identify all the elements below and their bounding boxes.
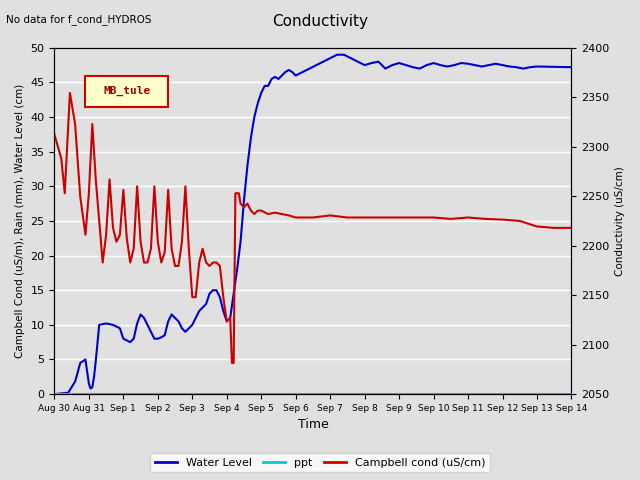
Text: Conductivity: Conductivity	[272, 14, 368, 29]
Y-axis label: Conductivity (uS/cm): Conductivity (uS/cm)	[615, 166, 625, 276]
X-axis label: Time: Time	[298, 419, 328, 432]
FancyBboxPatch shape	[85, 75, 168, 107]
Legend: Water Level, ppt, Campbell cond (uS/cm): Water Level, ppt, Campbell cond (uS/cm)	[150, 453, 490, 472]
Y-axis label: Campbell Cond (uS/m), Rain (mm), Water Level (cm): Campbell Cond (uS/m), Rain (mm), Water L…	[15, 84, 25, 358]
Text: MB_tule: MB_tule	[103, 86, 150, 96]
Text: No data for f_cond_HYDROS: No data for f_cond_HYDROS	[6, 14, 152, 25]
